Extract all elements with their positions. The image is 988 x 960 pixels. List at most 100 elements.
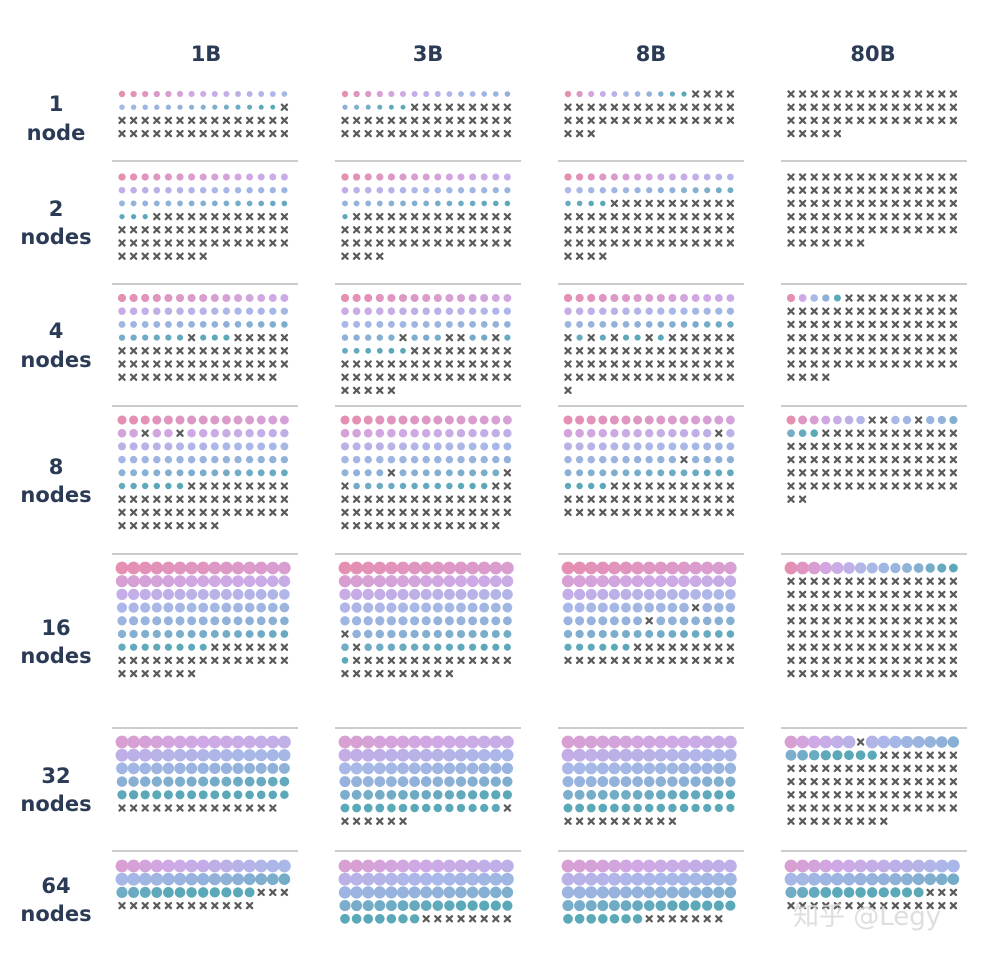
successful-run-dot <box>245 415 255 425</box>
failed-run-mark <box>599 508 607 517</box>
failed-run-mark <box>938 199 946 208</box>
failed-run-mark <box>891 429 900 437</box>
successful-run-dot <box>702 790 712 800</box>
successful-run-dot <box>574 913 585 924</box>
failed-run-mark <box>949 360 958 368</box>
successful-run-dot <box>587 482 595 490</box>
successful-run-dot <box>254 859 268 873</box>
successful-run-dot <box>443 872 456 886</box>
successful-run-dot <box>654 748 668 762</box>
failed-run-mark <box>564 508 572 517</box>
failed-run-mark <box>868 669 876 678</box>
successful-run-dot <box>620 762 632 775</box>
successful-run-dot <box>468 428 477 438</box>
failed-run-mark <box>691 199 700 208</box>
successful-run-dot <box>726 803 735 813</box>
successful-run-dot <box>375 803 385 813</box>
failed-run-mark <box>891 901 900 910</box>
failed-run-mark <box>691 915 700 923</box>
failed-run-mark <box>798 603 807 612</box>
failed-run-mark <box>949 617 958 625</box>
successful-run-dot <box>620 575 632 588</box>
successful-run-dot <box>363 415 373 425</box>
successful-run-dot <box>712 735 726 749</box>
failed-run-mark <box>938 442 946 451</box>
successful-run-dot <box>820 750 831 761</box>
successful-run-dot <box>561 859 575 873</box>
failed-run-mark <box>868 643 876 651</box>
successful-run-dot <box>622 442 630 451</box>
failed-run-mark <box>833 186 842 194</box>
failed-run-mark <box>575 226 584 234</box>
successful-run-dot <box>681 91 687 97</box>
successful-run-dot <box>564 643 572 651</box>
failed-run-mark <box>810 173 818 181</box>
successful-run-dot <box>481 91 488 97</box>
failed-run-mark <box>798 590 807 599</box>
failed-run-mark <box>645 373 653 381</box>
successful-run-dot <box>725 415 735 425</box>
successful-run-dot <box>467 900 478 911</box>
failed-run-mark <box>845 103 853 111</box>
failed-run-mark <box>938 294 946 302</box>
successful-run-dot <box>163 616 173 626</box>
failed-run-mark <box>798 656 807 665</box>
successful-run-dot <box>431 859 445 873</box>
failed-run-mark <box>492 915 500 923</box>
failed-run-mark <box>926 294 934 302</box>
failed-run-mark <box>410 508 419 517</box>
successful-run-dot <box>387 442 396 451</box>
failed-run-mark <box>245 129 254 138</box>
failed-run-mark <box>787 590 795 599</box>
successful-run-dot <box>221 602 232 613</box>
failed-run-mark <box>833 590 842 599</box>
successful-run-dot <box>258 91 265 97</box>
failed-run-mark <box>503 495 512 503</box>
failed-run-mark <box>599 373 607 381</box>
successful-run-dot <box>353 200 360 207</box>
successful-run-dot <box>153 90 160 98</box>
failed-run-mark <box>352 226 361 234</box>
successful-run-dot <box>342 104 348 110</box>
successful-run-dot <box>691 307 700 315</box>
successful-run-dot <box>503 455 512 464</box>
waffle-panel-80b-row-3 <box>786 293 958 381</box>
failed-run-mark <box>926 630 934 638</box>
successful-run-dot <box>643 575 656 588</box>
failed-run-mark <box>856 669 865 678</box>
failed-run-mark <box>845 603 853 612</box>
successful-run-dot <box>396 872 410 886</box>
failed-run-mark <box>211 129 219 138</box>
failed-run-mark <box>352 669 361 678</box>
failed-run-mark <box>399 239 407 247</box>
failed-run-mark <box>880 590 888 599</box>
successful-run-dot <box>119 213 125 220</box>
successful-run-dot <box>598 616 608 626</box>
successful-run-dot <box>375 914 385 924</box>
successful-run-dot <box>443 575 456 588</box>
successful-run-dot <box>563 629 573 639</box>
successful-run-dot <box>408 748 421 762</box>
failed-run-mark <box>798 186 807 194</box>
successful-run-dot <box>350 748 363 762</box>
failed-run-mark <box>914 333 923 342</box>
successful-run-dot <box>278 575 291 587</box>
failed-run-mark <box>868 320 876 329</box>
successful-run-dot <box>362 886 375 899</box>
successful-run-dot <box>209 887 220 898</box>
successful-run-dot <box>142 200 149 207</box>
successful-run-dot <box>411 320 419 328</box>
successful-run-dot <box>235 200 241 207</box>
failed-run-mark <box>399 817 407 825</box>
failed-run-mark <box>657 482 665 490</box>
successful-run-dot <box>209 776 220 787</box>
failed-run-mark <box>387 469 396 477</box>
failed-run-mark <box>245 239 254 247</box>
successful-run-dot <box>198 790 208 800</box>
successful-run-dot <box>913 563 924 573</box>
failed-run-mark <box>633 656 642 665</box>
failed-run-mark <box>610 373 619 381</box>
successful-run-dot <box>937 415 946 425</box>
failed-run-mark <box>833 333 842 342</box>
failed-run-mark <box>564 386 572 395</box>
